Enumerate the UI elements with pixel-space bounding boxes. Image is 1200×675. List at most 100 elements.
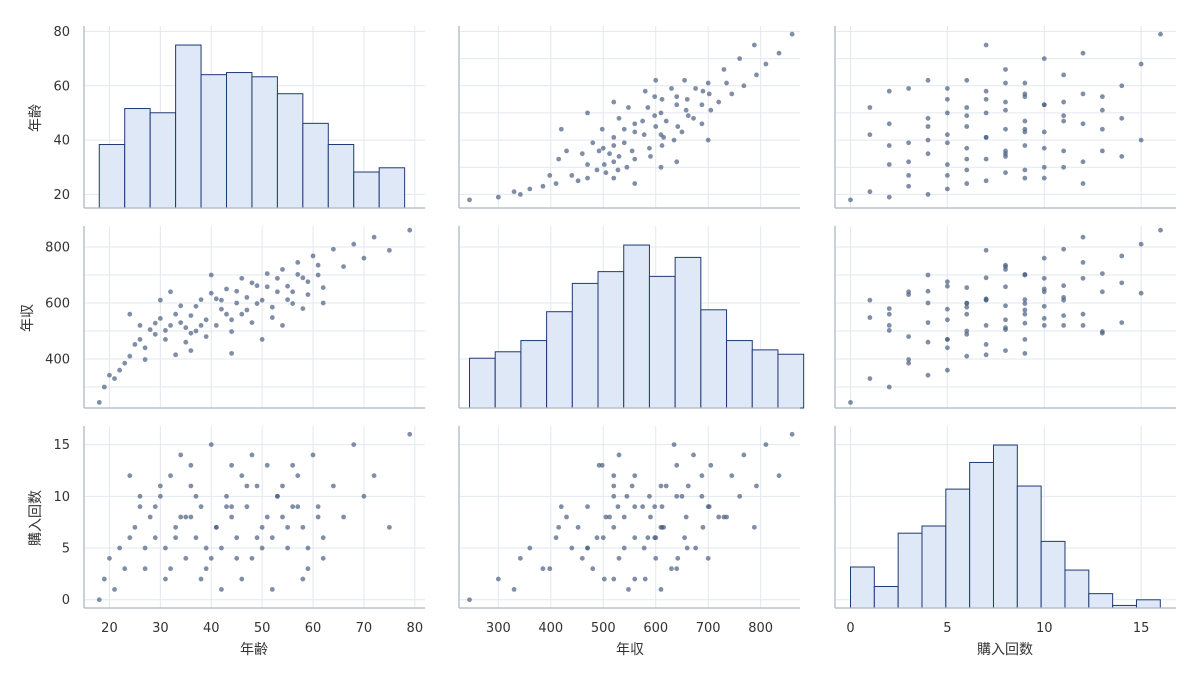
scatter-point <box>1061 99 1067 105</box>
histogram-bar <box>648 275 676 409</box>
scatter-point <box>1003 317 1008 323</box>
scatter-point <box>675 555 681 561</box>
scatter-point <box>964 113 970 119</box>
scatter-point <box>234 555 240 561</box>
scatter-point <box>569 545 575 551</box>
scatter-point <box>495 576 501 582</box>
scatter-point <box>547 566 553 572</box>
scatter-point <box>624 493 630 499</box>
histogram-bar <box>494 351 522 409</box>
scatter-point <box>585 162 590 167</box>
histogram-bar <box>520 340 548 409</box>
scatter-point <box>906 159 912 165</box>
histogram-bar <box>124 108 151 209</box>
scatter-point <box>1003 126 1008 132</box>
scatter-point <box>1119 153 1125 159</box>
scatter-point <box>1003 170 1008 176</box>
scatter-point <box>1080 50 1086 56</box>
scatter-point <box>295 504 301 510</box>
scatter-point <box>147 327 153 332</box>
scatter-point <box>663 118 669 124</box>
scatter-point <box>1080 234 1086 240</box>
scatter-point <box>601 576 607 582</box>
scatter-point <box>219 586 224 592</box>
scatter-point <box>983 156 989 162</box>
x-tick-label: 500 <box>591 621 616 636</box>
scatter-point <box>1061 72 1067 78</box>
scatter-point <box>716 514 722 520</box>
panel-r3-c3: 0 5 10 15 <box>834 426 1176 636</box>
y-tick-label: 0 <box>62 593 70 608</box>
scatter-point <box>705 80 711 86</box>
scatter-point <box>193 535 199 541</box>
scatter-point <box>867 315 873 320</box>
scatter-point <box>101 576 107 582</box>
scatter-point <box>615 167 621 173</box>
scatter-point <box>632 156 638 162</box>
scatter-point <box>700 524 706 530</box>
scatter-point <box>983 323 989 328</box>
scatter-point <box>964 328 970 334</box>
scatter-point <box>886 121 892 127</box>
y-axis-label-row3: 購入回数 <box>28 490 44 546</box>
scatter-point <box>1138 290 1144 296</box>
scatter-point <box>569 173 575 178</box>
scatter-point <box>269 535 275 541</box>
scatter-point <box>320 535 326 541</box>
scatter-point <box>1003 67 1008 72</box>
scatter-point <box>152 535 158 541</box>
scatter-point <box>305 545 311 551</box>
scatter-point <box>249 280 255 286</box>
scatter-point <box>621 545 627 551</box>
scatter-point <box>188 330 194 336</box>
scatter-point <box>219 545 224 551</box>
scatter-point <box>585 504 590 510</box>
histogram-bar <box>751 349 779 409</box>
scatter-point <box>944 317 950 323</box>
scatter-point <box>259 297 265 303</box>
scatter-point <box>944 162 950 167</box>
scatter-point <box>642 576 648 582</box>
scatter-point <box>234 300 240 306</box>
scatter-point <box>1099 107 1105 113</box>
scatter-point <box>983 96 989 102</box>
scatter-point <box>1119 115 1125 121</box>
scatter-point <box>152 504 158 510</box>
x-axis-label-col1: 年齢 <box>240 642 268 658</box>
scatter-point <box>208 442 214 448</box>
scatter-point <box>906 360 912 366</box>
scatter-point <box>886 143 892 148</box>
scatter-point <box>1061 283 1067 289</box>
x-tick-label: 800 <box>748 621 773 636</box>
scatter-point <box>964 77 970 83</box>
scatter-point <box>699 473 705 479</box>
y-tick-label: 60 <box>53 79 70 94</box>
x-tick-label: 5 <box>943 621 951 636</box>
scatter-point <box>280 514 285 520</box>
scatter-point <box>983 297 989 303</box>
scatter-point <box>1041 56 1047 61</box>
scatter-point <box>652 535 658 541</box>
scatter-point <box>371 473 377 479</box>
scatter-point <box>178 452 184 458</box>
scatter-point <box>705 137 711 143</box>
scatter-point <box>658 132 664 138</box>
scatter-point <box>679 129 685 135</box>
scatter-point <box>632 504 638 510</box>
scatter-point <box>1061 164 1067 170</box>
scatter-point <box>611 99 617 105</box>
scatter-point <box>1022 337 1028 342</box>
scatter-point <box>547 173 553 178</box>
histogram-bar <box>226 72 253 209</box>
scatter-point <box>285 283 290 289</box>
scatter-point <box>1003 148 1008 154</box>
scatter-point <box>964 311 970 317</box>
x-tick-label: 20 <box>101 621 118 636</box>
scatter-point <box>944 110 950 116</box>
scatter-point <box>652 113 658 119</box>
scatter-point <box>290 504 296 510</box>
scatter-point <box>540 183 546 189</box>
panel-r3-c2: 300 400 500 600 700 800 <box>458 426 800 636</box>
scatter-point <box>964 301 970 306</box>
histogram-bar <box>200 74 228 209</box>
